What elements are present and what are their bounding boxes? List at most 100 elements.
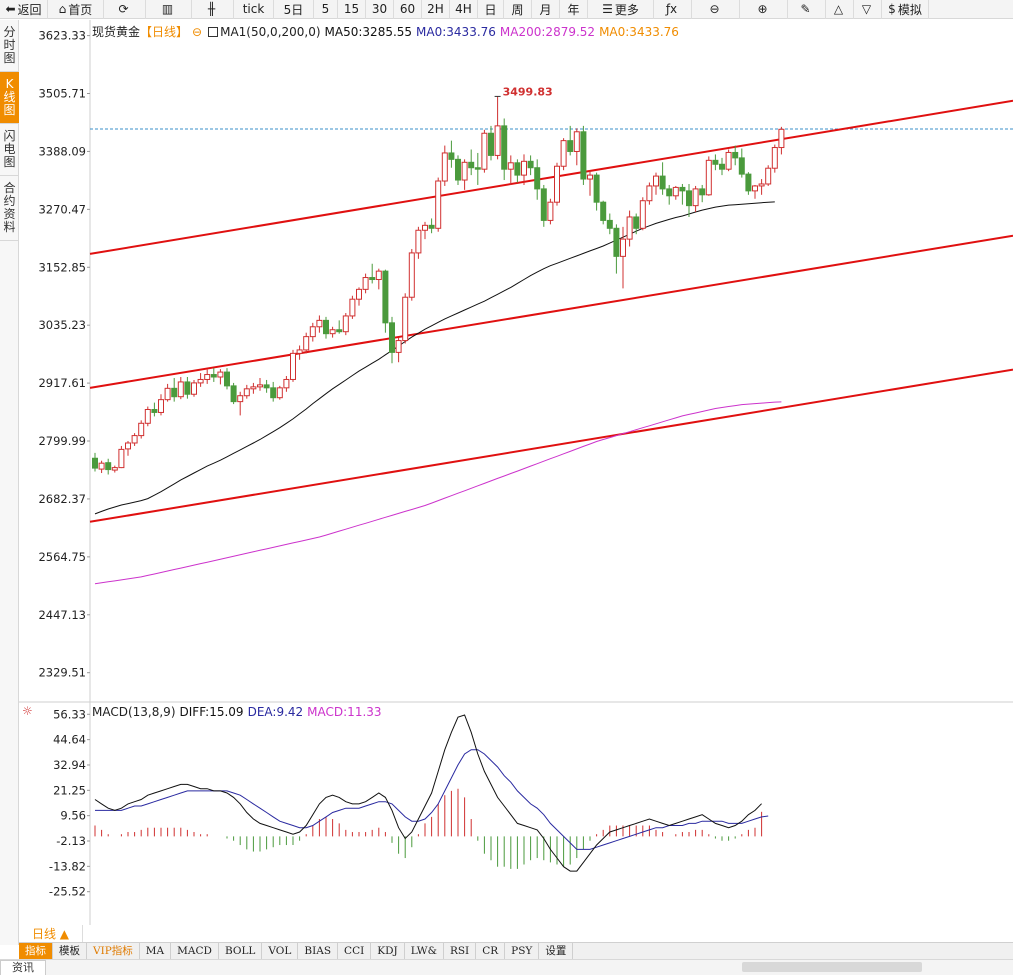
indicator-tab-6[interactable]: VOL xyxy=(262,943,299,959)
candle-body xyxy=(521,160,527,176)
indicator-tab-5[interactable]: BOLL xyxy=(219,943,263,959)
indicator-tab-10[interactable]: LW& xyxy=(405,943,444,959)
indicator-tab-0[interactable]: 指标 xyxy=(19,943,53,959)
candle-body xyxy=(243,388,250,397)
macd-settings-icon[interactable]: ☼ xyxy=(22,704,33,718)
candle-body xyxy=(719,163,725,170)
toolbar-button-日[interactable]: 日 xyxy=(478,0,504,19)
horizontal-scroll-handle[interactable] xyxy=(742,962,922,972)
candle-body xyxy=(540,188,547,221)
indicator-tab-8[interactable]: CCI xyxy=(338,943,372,959)
indicator-tab-4[interactable]: MACD xyxy=(171,943,219,959)
ma0-value-a: MA0:3433.76 xyxy=(416,25,496,39)
toolbar-button-pen[interactable]: ✎ xyxy=(788,0,826,19)
candle-body xyxy=(778,128,785,149)
y-tick-label: 2917.61 xyxy=(38,376,86,390)
candle-body xyxy=(448,152,455,160)
ma200-line xyxy=(94,401,782,585)
candle-body xyxy=(336,329,343,333)
side-tab-3[interactable]: 合约资料 xyxy=(0,176,19,241)
side-tab-2[interactable]: 闪电图 xyxy=(0,124,19,176)
y-tick-label: 3388.09 xyxy=(38,144,86,158)
candle-body xyxy=(296,349,303,354)
candle-body xyxy=(435,180,442,229)
toolbar-button-15[interactable]: 15 xyxy=(338,0,366,19)
indicator-tab-2[interactable]: VIP指标 xyxy=(87,943,140,959)
candle-body xyxy=(692,188,699,207)
toolbar-button-tick[interactable]: tick xyxy=(234,0,274,19)
toolbar-button-更多[interactable]: ☰ 更多 xyxy=(588,0,654,19)
toolbar-button-function[interactable]: ƒx xyxy=(654,0,692,19)
indicator-tab-11[interactable]: RSI xyxy=(444,943,477,959)
trend-channel-middle[interactable] xyxy=(89,234,1013,389)
trend-channel-lower[interactable] xyxy=(89,368,1013,523)
macd-diff-line xyxy=(94,714,762,872)
candle-body xyxy=(197,378,204,384)
ma-checkbox-icon[interactable] xyxy=(208,27,219,37)
indicator-tab-3[interactable]: MA xyxy=(140,943,172,959)
toolbar-button-4H[interactable]: 4H xyxy=(450,0,478,19)
candle-body xyxy=(144,409,151,424)
candle-body xyxy=(626,216,633,240)
toolbar-button-triangle-up[interactable]: △ xyxy=(826,0,854,19)
toolbar-button-模拟[interactable]: $ 模拟 xyxy=(882,0,929,19)
candle-body xyxy=(501,125,508,170)
indicator-tab-12[interactable]: CR xyxy=(476,943,506,959)
toolbar-button-5日[interactable]: 5日 xyxy=(274,0,314,19)
toolbar-button-5[interactable]: 5 xyxy=(314,0,338,19)
indicator-tab-9[interactable]: KDJ xyxy=(371,943,405,959)
settings-icon[interactable]: ⊖ xyxy=(192,25,203,39)
trend-channel-upper[interactable] xyxy=(89,99,1013,255)
side-tab-0[interactable]: 分时图 xyxy=(0,20,19,72)
x-tick-label: 2025/03 xyxy=(243,923,291,925)
x-tick-label: 2025/02 xyxy=(111,923,159,925)
candle-body xyxy=(573,131,580,152)
toolbar-button-周[interactable]: 周 xyxy=(504,0,532,19)
toolbar-button-bar-chart[interactable]: ▥ xyxy=(146,0,192,19)
indicator-tab-14[interactable]: 设置 xyxy=(539,943,574,959)
status-tab-news[interactable]: 资讯 xyxy=(0,960,46,975)
indicator-tab-1[interactable]: 模板 xyxy=(53,943,87,959)
toolbar-button-zoom-out[interactable]: ⊖ xyxy=(692,0,740,19)
macd-name: MACD(13,8,9) xyxy=(92,705,176,719)
toolbar-button-60[interactable]: 60 xyxy=(394,0,422,19)
toolbar-button-返回[interactable]: ⬅ 返回 xyxy=(0,0,48,19)
candle-body xyxy=(309,326,316,338)
toolbar-button-zoom-in[interactable]: ⊕ xyxy=(740,0,788,19)
candle-body xyxy=(593,174,600,203)
candle-body xyxy=(118,448,125,469)
ma0-value-b: MA0:3433.76 xyxy=(599,25,679,39)
toolbar-button-首页[interactable]: ⌂ 首页 xyxy=(48,0,104,19)
toolbar-button-2H[interactable]: 2H xyxy=(422,0,450,19)
toolbar-label: 年 xyxy=(567,2,580,17)
instrument-name: 现货黄金 xyxy=(92,25,141,39)
candle-body xyxy=(138,422,145,437)
candle-body xyxy=(98,462,105,470)
candle-body xyxy=(323,319,329,335)
candle-body xyxy=(474,167,481,170)
toolbar-button-30[interactable]: 30 xyxy=(366,0,394,19)
toolbar-button-refresh[interactable]: ⟳ xyxy=(104,0,146,19)
candle-body xyxy=(633,216,640,229)
toolbar-button-triangle-down[interactable]: ▽ xyxy=(854,0,882,19)
candle-body xyxy=(639,200,646,229)
toolbar-button-candlestick[interactable]: ╫ xyxy=(192,0,234,19)
toolbar-label: 4H xyxy=(455,2,472,16)
y-tick-label: 2329.51 xyxy=(38,666,86,680)
indicator-tab-7[interactable]: BIAS xyxy=(298,943,339,959)
candle-body xyxy=(283,378,290,389)
indicator-tab-13[interactable]: PSY xyxy=(505,943,540,959)
triangle-down-icon: ▽ xyxy=(861,2,872,16)
candle-body xyxy=(184,381,191,395)
function-icon: ƒx xyxy=(665,2,678,16)
candle-body xyxy=(686,190,692,207)
period-selector-button[interactable]: 日线 ▲ xyxy=(19,925,83,942)
toolbar-button-月[interactable]: 月 xyxy=(532,0,560,19)
toolbar-button-年[interactable]: 年 xyxy=(560,0,588,19)
chart-canvas[interactable]: 3623.33 3505.71 3388.09 3270.47 3152.85 3035.… xyxy=(0,0,1013,925)
toolbar-label: tick xyxy=(242,2,265,16)
candle-body xyxy=(210,374,217,378)
candle-body xyxy=(481,132,488,170)
candle-body xyxy=(659,175,666,190)
